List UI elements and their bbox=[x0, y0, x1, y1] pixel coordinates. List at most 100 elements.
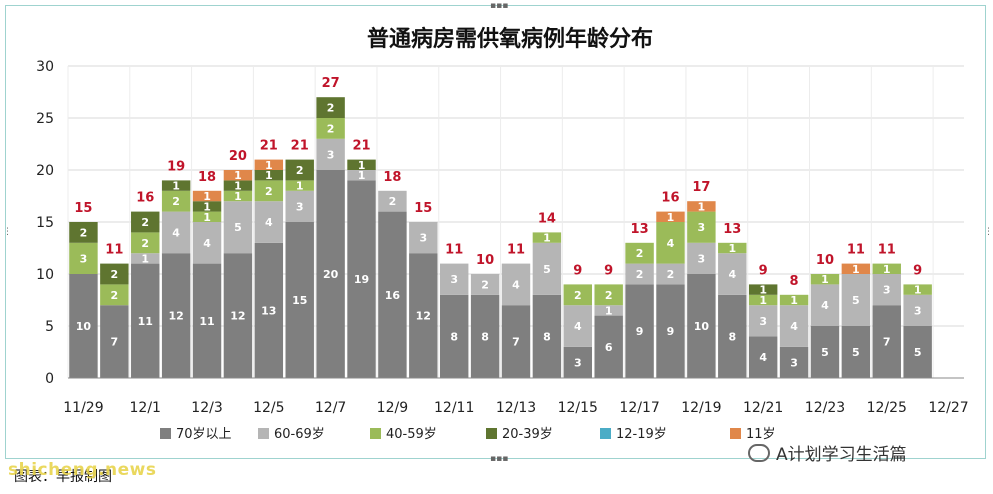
bar-segment bbox=[285, 159, 314, 181]
bar-total-label: 13 bbox=[631, 222, 649, 237]
bar-segment-label: 12 bbox=[416, 310, 431, 323]
bar-segment bbox=[254, 201, 284, 243]
bar-segment bbox=[316, 170, 345, 378]
bar-segment bbox=[687, 274, 716, 378]
bar-segment bbox=[748, 305, 778, 337]
bar-segment-label: 1 bbox=[605, 304, 613, 317]
bar-segment bbox=[563, 305, 593, 347]
bar-segment bbox=[872, 274, 901, 306]
bar-segment bbox=[254, 159, 284, 170]
bar-segment-label: 1 bbox=[821, 273, 829, 286]
bar-total-label: 11 bbox=[105, 243, 123, 258]
bar-segment bbox=[687, 211, 716, 243]
bar-segment-label: 1 bbox=[543, 232, 551, 245]
bar-segment bbox=[656, 211, 685, 222]
bar-segment bbox=[285, 190, 314, 222]
bar-segment bbox=[748, 284, 778, 295]
bar-segment bbox=[470, 294, 500, 378]
bar-segment-label: 19 bbox=[354, 273, 369, 286]
bar-segment-label: 2 bbox=[389, 195, 397, 208]
bar-total-label: 11 bbox=[507, 243, 525, 258]
bar-segment bbox=[841, 274, 871, 326]
bar-segment-label: 4 bbox=[172, 226, 180, 239]
bar-total-label: 15 bbox=[414, 201, 432, 216]
bar-segment bbox=[223, 253, 253, 378]
bar-segment-label: 1 bbox=[234, 180, 242, 193]
bar-segment bbox=[347, 159, 376, 170]
y-tick-label: 30 bbox=[36, 59, 54, 75]
bar-segment bbox=[470, 274, 500, 295]
bar-segment-label: 1 bbox=[698, 200, 706, 213]
bar-segment bbox=[131, 232, 160, 254]
resize-handle-left[interactable]: ⋮ bbox=[3, 227, 12, 237]
bar-segment-label: 4 bbox=[728, 268, 736, 281]
bar-segment-label: 1 bbox=[914, 284, 922, 297]
bar-segment-label: 3 bbox=[883, 284, 891, 297]
bar-segment bbox=[254, 170, 284, 181]
bar-segment-label: 2 bbox=[141, 237, 149, 250]
bar-total-label: 16 bbox=[136, 191, 154, 206]
bar-segment bbox=[841, 326, 871, 378]
bar-segment-label: 10 bbox=[694, 320, 710, 333]
legend-swatch bbox=[258, 428, 269, 439]
bar-segment bbox=[903, 326, 932, 378]
bar-segment bbox=[841, 263, 871, 274]
resize-handle-top[interactable]: ▪▪▪ bbox=[490, 1, 509, 11]
bar-segment bbox=[223, 170, 253, 181]
bar-segment-label: 5 bbox=[852, 346, 860, 359]
bar-segment bbox=[748, 336, 778, 378]
bar-total-label: 27 bbox=[322, 76, 340, 91]
bar-segment bbox=[131, 253, 160, 264]
bar-total-label: 15 bbox=[74, 201, 92, 216]
x-tick-label: 12/19 bbox=[681, 400, 721, 416]
bar-segment-label: 2 bbox=[667, 268, 675, 281]
bar-segment bbox=[687, 242, 716, 274]
bar-segment bbox=[872, 263, 901, 274]
bar-segment-label: 5 bbox=[914, 346, 922, 359]
bar-segment-label: 1 bbox=[203, 200, 211, 213]
bar-segment bbox=[347, 170, 376, 181]
bar-segment bbox=[563, 284, 593, 306]
wechat-watermark: A计划学习生活篇 bbox=[748, 440, 907, 465]
bar-segment bbox=[625, 284, 654, 378]
y-tick-label: 20 bbox=[36, 163, 54, 179]
bar-total-label: 18 bbox=[383, 170, 401, 185]
bar-segment-label: 3 bbox=[574, 356, 582, 369]
x-tick-label: 12/11 bbox=[434, 400, 474, 416]
x-tick-label: 12/21 bbox=[743, 400, 783, 416]
bar-segment-label: 1 bbox=[728, 242, 736, 255]
bar-segment-label: 2 bbox=[636, 247, 644, 260]
x-tick-label: 12/13 bbox=[496, 400, 536, 416]
bar-segment bbox=[316, 138, 345, 170]
bar-total-label: 9 bbox=[759, 263, 768, 278]
bar-segment-label: 1 bbox=[759, 284, 767, 297]
bar-segment-label: 2 bbox=[265, 185, 273, 198]
bar-segment-label: 3 bbox=[296, 200, 304, 213]
bar-segment bbox=[687, 201, 716, 212]
bar-segment bbox=[594, 315, 623, 378]
bar-segment bbox=[501, 263, 531, 306]
bar-total-label: 13 bbox=[723, 222, 741, 237]
bar-segment-label: 5 bbox=[543, 263, 551, 276]
bar-segment-label: 6 bbox=[605, 341, 613, 354]
bar-segment-label: 8 bbox=[728, 330, 736, 343]
bar-segment-label: 2 bbox=[327, 102, 335, 115]
bar-segment bbox=[409, 253, 438, 378]
wechat-watermark-text: A计划学习生活篇 bbox=[776, 445, 907, 465]
bar-segment-label: 4 bbox=[759, 351, 767, 364]
bar-segment bbox=[656, 222, 685, 264]
bar-segment-label: 5 bbox=[234, 221, 242, 234]
bar-segment bbox=[903, 294, 932, 326]
bar-segment bbox=[254, 242, 284, 378]
gridlines bbox=[67, 65, 964, 379]
bar-segment-label: 5 bbox=[821, 346, 829, 359]
bar-segment-label: 4 bbox=[574, 320, 582, 333]
x-tick-label: 12/9 bbox=[377, 400, 408, 416]
bar-segment bbox=[192, 222, 222, 264]
bar-segment bbox=[810, 284, 840, 326]
resize-handle-bottom[interactable]: ▪▪▪ bbox=[490, 454, 509, 464]
resize-handle-right[interactable]: ⋮ bbox=[984, 227, 993, 237]
bar-segment bbox=[378, 190, 407, 212]
bar-total-label: 9 bbox=[573, 263, 582, 278]
bar-segment-label: 1 bbox=[296, 180, 304, 193]
